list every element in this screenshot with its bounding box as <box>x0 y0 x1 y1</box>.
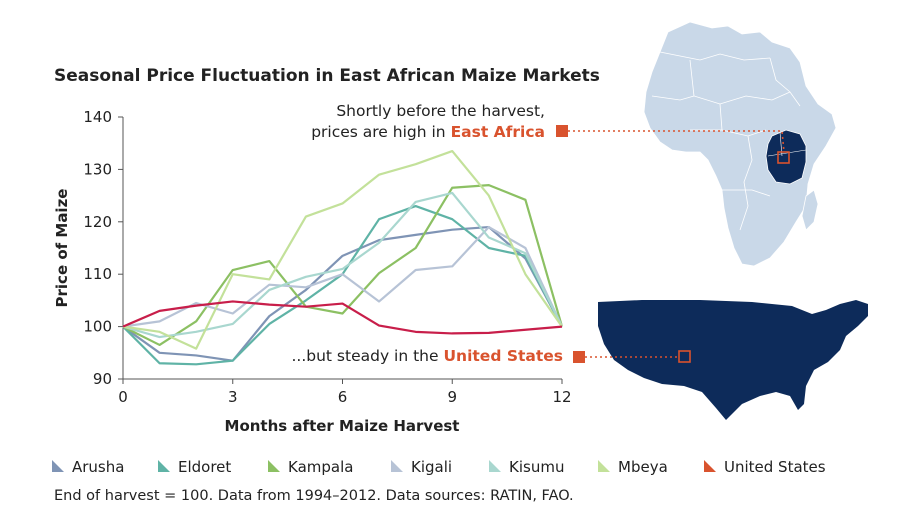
y-tick-label: 110 <box>83 265 112 283</box>
east-africa-marker <box>556 125 568 137</box>
chart-legend: Arusha Eldoret Kampala Kigali Kisumu Mbeya Uni… <box>52 458 826 476</box>
series-line-arusha <box>122 225 563 362</box>
legend-swatch <box>704 460 716 472</box>
series-lines <box>122 149 564 366</box>
x-tick-label: 3 <box>228 388 238 406</box>
legend-label: Arusha <box>72 458 124 476</box>
legend-swatch <box>158 460 170 472</box>
legend-swatch <box>489 460 501 472</box>
legend-label: Kigali <box>411 458 452 476</box>
legend-label: Kisumu <box>509 458 564 476</box>
annotation-east-line1: Shortly before the harvest, <box>336 102 545 120</box>
chart-axes <box>122 117 562 380</box>
legend-swatch <box>598 460 610 472</box>
series-line-kisumu <box>122 191 563 339</box>
series-line-mbeya <box>122 149 563 350</box>
y-tick-label: 100 <box>83 318 112 336</box>
y-tick-labels: 90 100 110 120 130 140 <box>83 108 123 388</box>
legend-label: Eldoret <box>178 458 231 476</box>
legend-swatch <box>391 460 403 472</box>
series-line-kampala <box>122 184 564 347</box>
footnote: End of harvest = 100. Data from 1994–201… <box>54 488 574 504</box>
us-map <box>598 300 868 420</box>
annotation-east-highlight: East Africa <box>451 123 545 141</box>
legend-swatch <box>268 460 280 472</box>
y-tick-label: 140 <box>83 108 112 126</box>
us-marker <box>573 351 585 363</box>
legend-label: Kampala <box>288 458 353 476</box>
x-tick-label: 0 <box>118 388 128 406</box>
africa-map <box>643 21 837 267</box>
x-tick-labels: 0 3 6 9 12 <box>118 379 572 406</box>
annotation-us-prefix: ...but steady in the <box>291 347 443 365</box>
chart-title: Seasonal Price Fluctuation in East Afric… <box>54 66 600 86</box>
x-tick-label: 9 <box>447 388 457 406</box>
annotation-us-highlight: United States <box>443 347 563 365</box>
x-tick-label: 6 <box>338 388 348 406</box>
series-line-eldoret <box>122 204 563 366</box>
y-tick-label: 90 <box>93 370 112 388</box>
series-line-united-states <box>122 300 563 335</box>
annotation-east-prefix: prices are high in <box>311 123 450 141</box>
east-africa-leader <box>568 130 785 153</box>
annotation-us: ...but steady in the United States <box>291 347 563 365</box>
y-axis-label: Price of Maize <box>53 189 71 308</box>
legend-label: United States <box>724 458 826 476</box>
y-tick-label: 120 <box>83 213 112 231</box>
annotation-east-line2: prices are high in East Africa <box>311 123 545 141</box>
series-line-kigali <box>122 225 563 328</box>
y-tick-label: 130 <box>83 160 112 178</box>
legend-swatch <box>52 460 64 472</box>
x-axis-label: Months after Maize Harvest <box>225 417 460 435</box>
x-tick-label: 12 <box>552 388 571 406</box>
legend-label: Mbeya <box>618 458 668 476</box>
